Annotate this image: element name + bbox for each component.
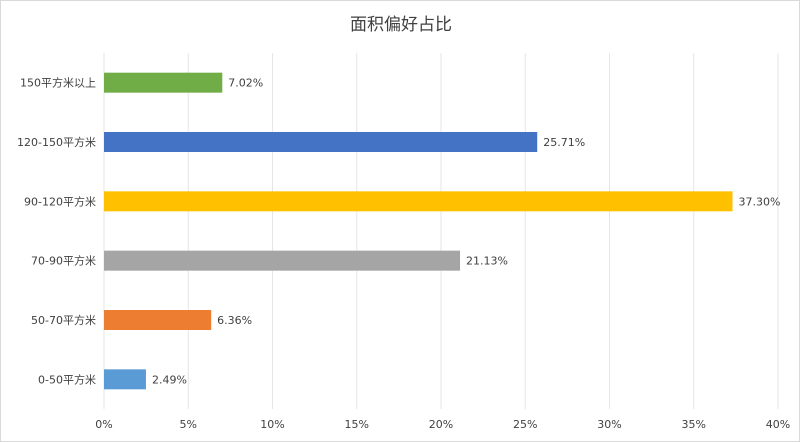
chart-title: 面积偏好占比 bbox=[350, 15, 452, 35]
category-label: 90-120平方米 bbox=[24, 194, 96, 208]
x-axis-ticks: 0% 5% 10% 15% 20% 25% 30% 35% 40% bbox=[95, 418, 790, 431]
x-tick-label: 40% bbox=[766, 418, 790, 431]
category-label: 0-50平方米 bbox=[38, 372, 96, 386]
bar bbox=[104, 310, 212, 330]
x-tick-label: 20% bbox=[429, 418, 453, 431]
data-label: 2.49% bbox=[152, 373, 187, 386]
data-label: 25.71% bbox=[543, 136, 585, 149]
x-tick-label: 35% bbox=[682, 418, 706, 431]
bar bbox=[104, 132, 538, 152]
grid-lines bbox=[103, 53, 779, 409]
category-label: 70-90平方米 bbox=[31, 254, 96, 268]
data-label: 37.30% bbox=[739, 195, 781, 208]
data-label: 21.13% bbox=[466, 255, 508, 268]
bar bbox=[104, 369, 146, 390]
x-tick-label: 25% bbox=[513, 418, 537, 431]
x-tick-label: 30% bbox=[597, 418, 621, 431]
data-label: 6.36% bbox=[217, 314, 252, 327]
bar bbox=[104, 191, 733, 212]
x-tick-label: 0% bbox=[95, 418, 112, 431]
data-labels: 2.49% 6.36% 21.13% 37.30% 25.71% 7.02% bbox=[152, 77, 781, 387]
x-tick-label: 10% bbox=[260, 418, 284, 431]
bar bbox=[104, 72, 223, 93]
bars bbox=[104, 72, 733, 390]
x-tick-label: 15% bbox=[345, 418, 369, 431]
x-tick-label: 5% bbox=[180, 418, 197, 431]
bar bbox=[104, 250, 461, 271]
category-label: 150平方米以上 bbox=[20, 76, 96, 90]
data-label: 7.02% bbox=[228, 77, 263, 90]
category-label: 120-150平方米 bbox=[17, 135, 96, 149]
category-label: 50-70平方米 bbox=[31, 313, 96, 327]
category-labels: 0-50平方米 50-70平方米 70-90平方米 90-120平方米 120-150平… bbox=[17, 76, 96, 387]
